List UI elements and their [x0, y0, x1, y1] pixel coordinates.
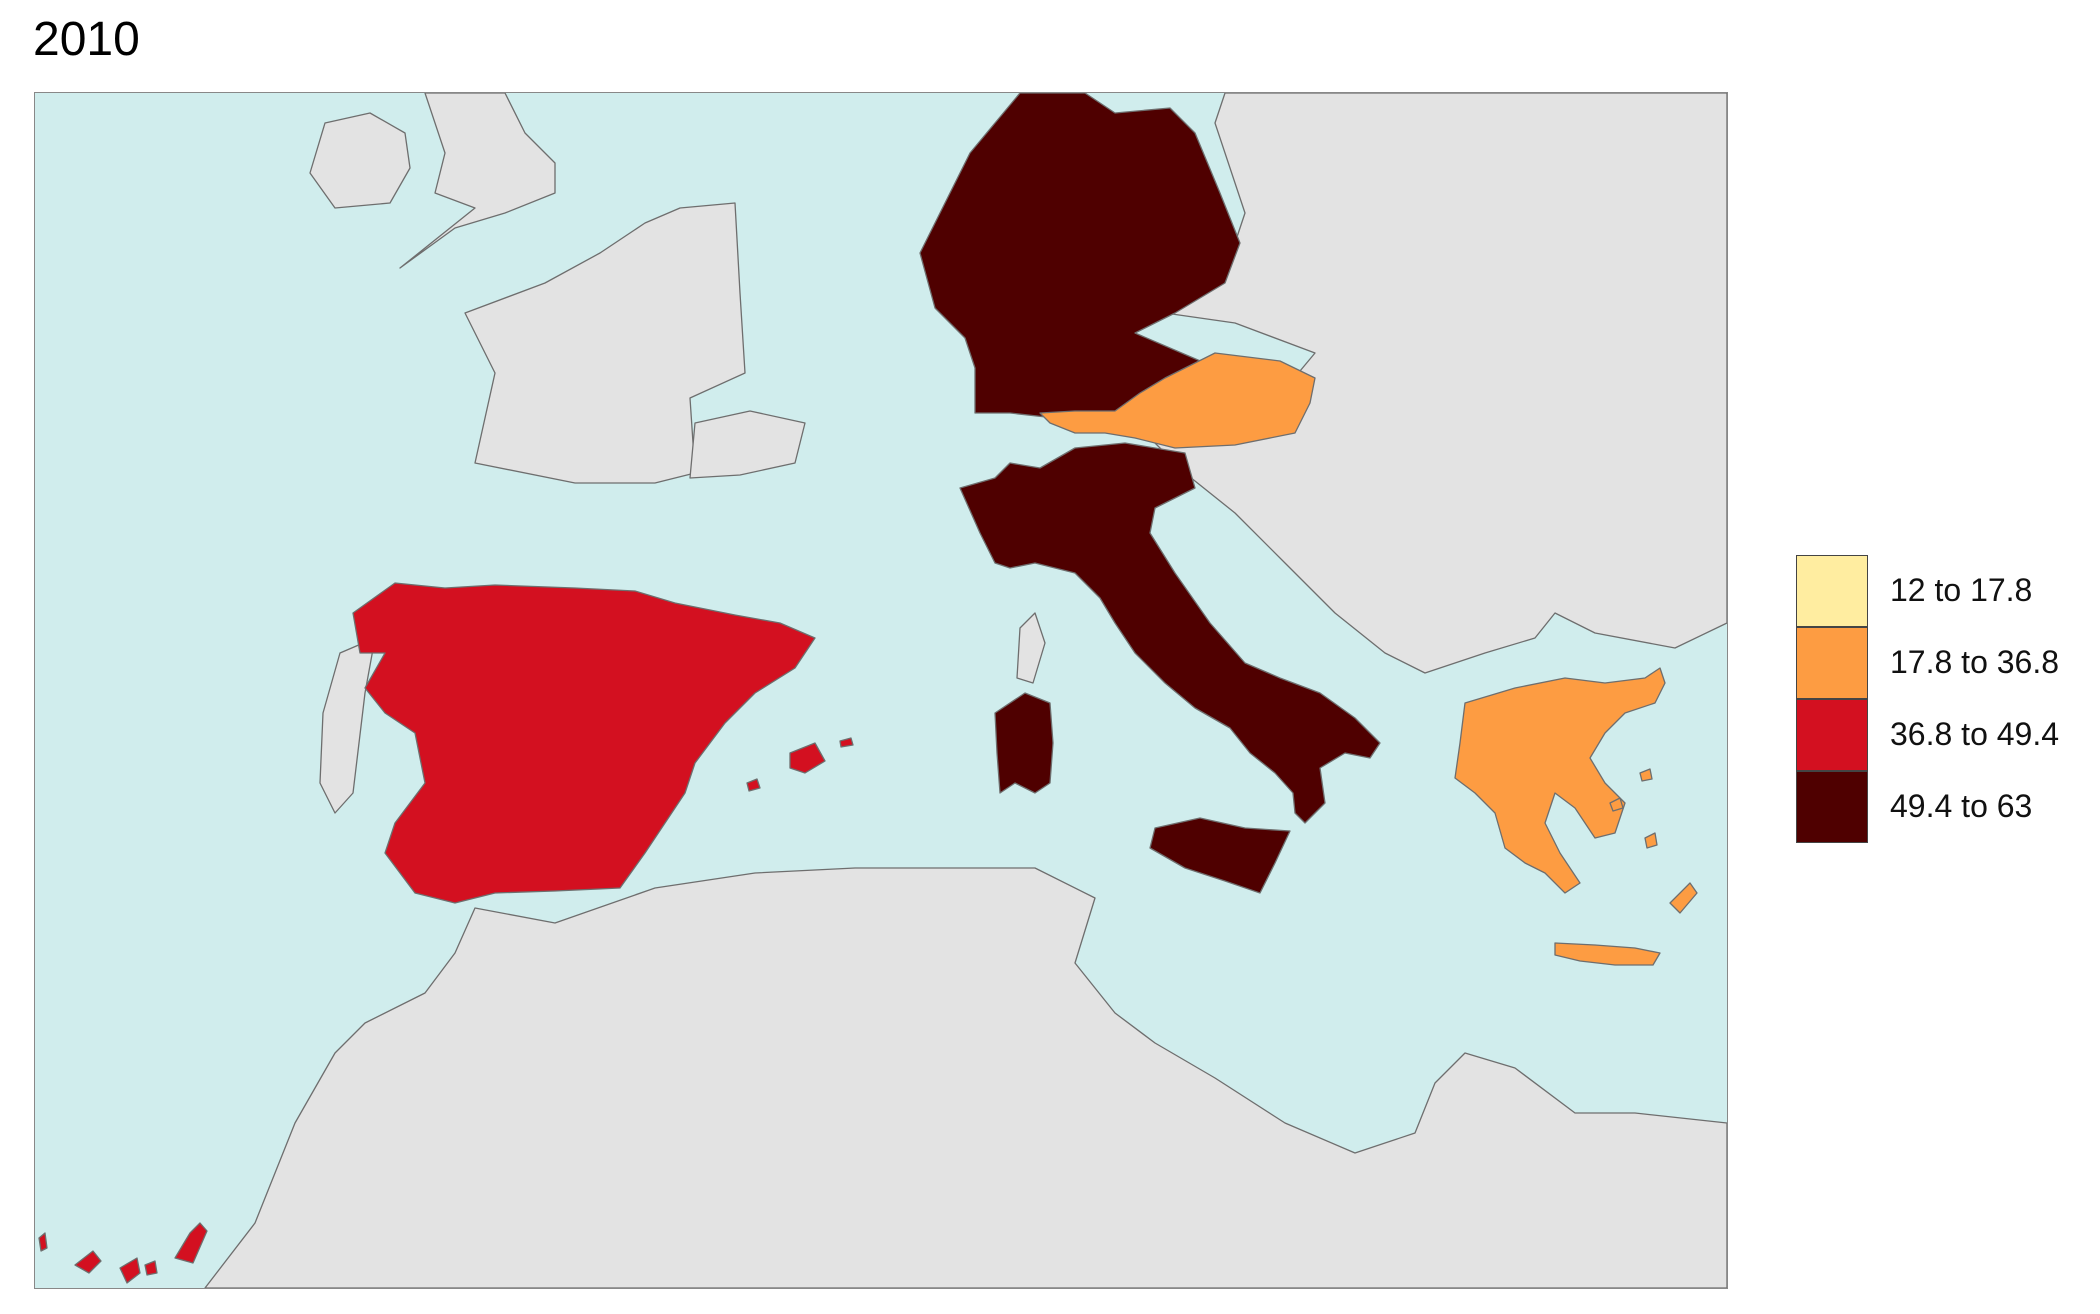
- region-spain-canary-5[interactable]: [38, 1232, 48, 1252]
- legend-item: 17.8 to 36.8: [1796, 627, 2096, 699]
- region-spain-canary-3[interactable]: [74, 1250, 102, 1274]
- region-greece[interactable]: [1454, 667, 1666, 894]
- legend-label: 12 to 17.8: [1890, 572, 2033, 608]
- region-greece-island-4[interactable]: [1639, 768, 1653, 782]
- legend-item: 49.4 to 63: [1796, 771, 2096, 843]
- legend-swatch: [1796, 555, 1868, 627]
- region-austria[interactable]: [1039, 352, 1316, 449]
- land-ireland: [309, 112, 411, 209]
- legend-swatch: [1796, 627, 1868, 699]
- region-spain-canary-1[interactable]: [174, 1222, 208, 1264]
- region-spain-canary-2[interactable]: [119, 1257, 141, 1284]
- region-spain-balearic[interactable]: [789, 742, 826, 774]
- region-spain[interactable]: [352, 582, 816, 904]
- legend-label: 36.8 to 49.4: [1890, 716, 2060, 752]
- map-title: 2010: [33, 13, 140, 66]
- region-greece-crete[interactable]: [1554, 942, 1661, 966]
- legend-item: 36.8 to 49.4: [1796, 699, 2096, 771]
- highlighted-countries: [38, 93, 1698, 1284]
- region-spain-ibiza[interactable]: [746, 778, 761, 792]
- region-greece-island-1[interactable]: [1669, 882, 1698, 914]
- region-italy[interactable]: [959, 442, 1381, 824]
- land-great-britain: [399, 93, 556, 269]
- region-spain-canary-4[interactable]: [144, 1260, 158, 1276]
- land-switzerland: [689, 410, 806, 479]
- region-greece-island-3[interactable]: [1609, 797, 1624, 812]
- region-spain-menorca[interactable]: [839, 737, 854, 748]
- land-layer: [204, 93, 1727, 1288]
- land-portugal: [319, 637, 376, 814]
- legend-label: 17.8 to 36.8: [1890, 644, 2060, 680]
- legend-item: 12 to 17.8: [1796, 555, 2096, 627]
- legend-swatch: [1796, 699, 1868, 771]
- choropleth-map: [38, 93, 1727, 1288]
- legend-swatch: [1796, 771, 1868, 843]
- legend: 12 to 17.8 17.8 to 36.8 36.8 to 49.4 49.4 t…: [1796, 555, 2096, 843]
- land-corsica: [1016, 612, 1046, 684]
- region-italy-sardinia[interactable]: [994, 692, 1054, 794]
- map-panel: [34, 92, 1728, 1289]
- region-greece-island-2[interactable]: [1644, 832, 1658, 849]
- land-north-africa: [204, 867, 1727, 1288]
- region-italy-sicily[interactable]: [1149, 817, 1291, 894]
- legend-label: 49.4 to 63: [1890, 788, 2033, 824]
